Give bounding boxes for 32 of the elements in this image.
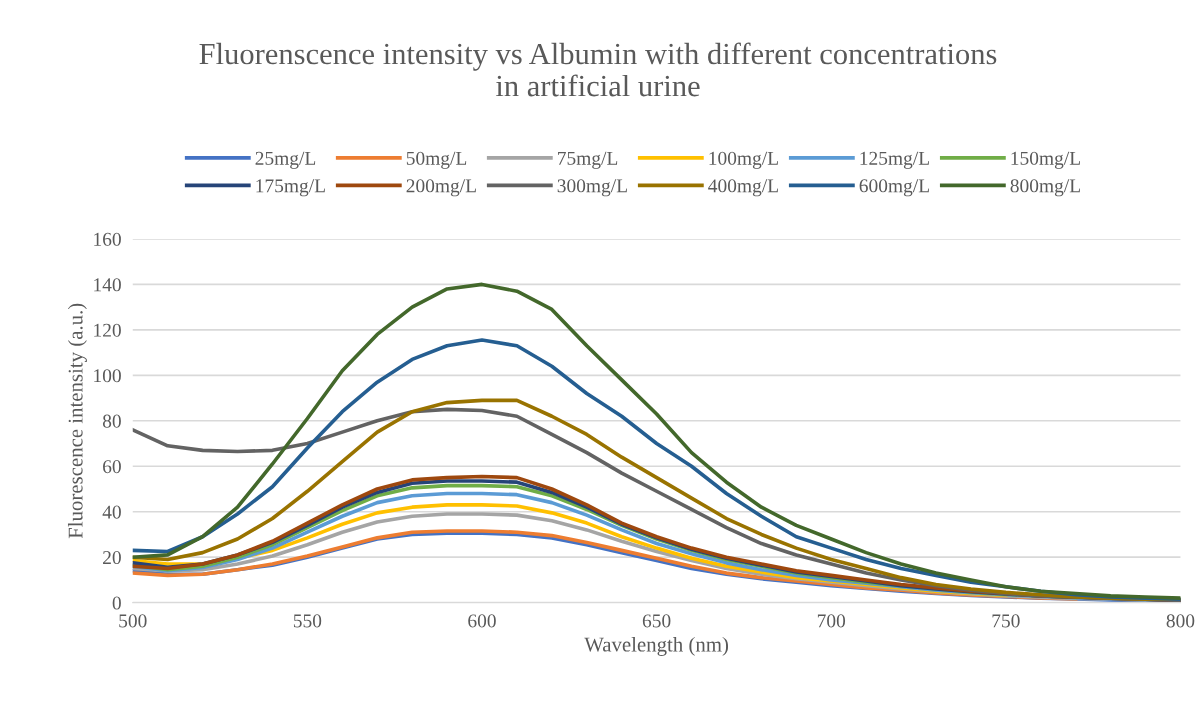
y-tick-label: 100 [94,369,121,383]
legend-label: 100mg/L [709,151,778,169]
x-tick-label: 550 [293,614,322,628]
y-tick-label: 80 [102,414,121,428]
y-tick-label: 160 [94,232,121,246]
y-tick-label: 120 [94,323,121,337]
x-tick-label: 650 [642,614,671,628]
y-tick-label: 140 [94,278,121,292]
legend-label: 200mg/L [406,179,476,197]
x-tick-label: 750 [992,614,1020,628]
legend-label: 600mg/L [859,179,929,197]
legend-label: 175mg/L [256,179,325,197]
chart-title: Fluorenscence intensity vs Albumin with different concentrations in artificial urine [199,42,997,97]
legend-label: 125mg/L [860,151,929,169]
legend-label: 400mg/L [708,179,778,197]
legend-label: 25mg/L [255,151,316,169]
legend-label: 50mg/L [406,151,467,169]
legend-label: 75mg/L [558,151,618,169]
x-tick-label: 600 [468,614,496,628]
y-tick-label: 0 [112,596,121,610]
x-tick-label: 700 [817,614,846,628]
x-tick-label: 500 [119,614,147,628]
y-tick-label: 60 [103,460,121,474]
x-tick-label: 800 [1166,614,1195,628]
y-axis-title: Fluorescence intensity (a.u.) [67,303,87,539]
legend-label: 300mg/L [557,179,627,197]
line-series [132,282,1181,600]
x-axis-title: Wavelength (nm) [584,636,729,656]
y-tick-label: 20 [103,551,121,565]
y-tick-label: 40 [102,505,121,519]
legend-label: 150mg/L [1011,151,1080,169]
legend-label: 800mg/L [1010,179,1080,197]
